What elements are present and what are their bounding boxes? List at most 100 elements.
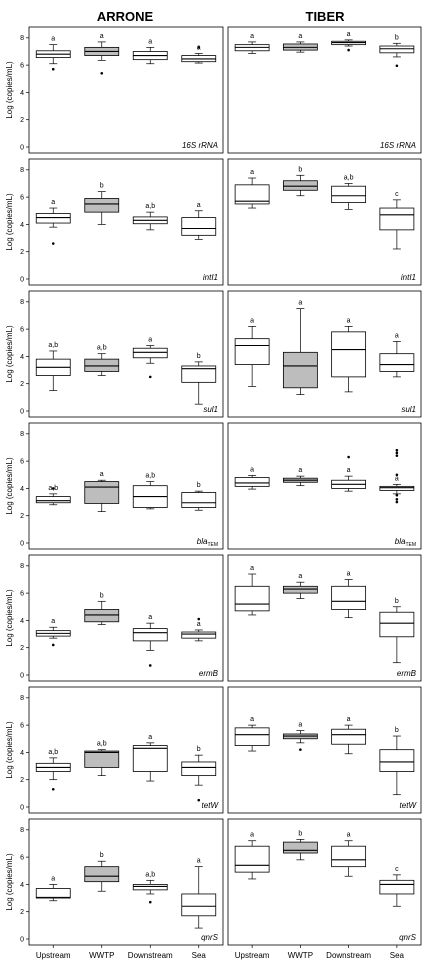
outlier-point: [100, 72, 104, 75]
iqr-box: [132, 745, 168, 772]
box-downstream: a: [132, 38, 168, 65]
y-tick-label: 0: [20, 804, 24, 811]
y-axis-label: Log (copies/mL): [5, 325, 14, 383]
y-tick-label: 4: [20, 90, 24, 97]
y-tick-label: 4: [20, 486, 24, 493]
x-tick-label: WWTP: [288, 951, 313, 960]
x-tick-label: Sea: [192, 951, 207, 960]
y-tick-label: 2: [20, 645, 24, 652]
box-upstream: a: [35, 36, 71, 71]
significance-letter: a,b: [48, 342, 58, 349]
iqr-box: [331, 185, 367, 203]
significance-letter: a: [395, 332, 399, 339]
iqr-box: [132, 347, 168, 359]
y-tick-label: 6: [20, 327, 24, 334]
iqr-box: [282, 180, 318, 191]
y-axis-label: Log (copies/mL): [5, 193, 14, 251]
iqr-box: [84, 481, 120, 504]
x-tick-label: Upstream: [235, 951, 270, 960]
box-wwtp: b: [84, 852, 120, 892]
y-tick-label: 4: [20, 222, 24, 229]
outlier-point: [395, 64, 399, 68]
iqr-box: [379, 749, 415, 772]
gene-label: sul1: [401, 405, 416, 414]
y-tick-label: 8: [20, 299, 24, 306]
significance-letter: c: [395, 191, 399, 198]
outlier-point: [395, 500, 399, 504]
y-tick-label: 2: [20, 249, 24, 256]
outlier-point: [395, 498, 399, 501]
panel-arrone-inti1: 0 2 4 6 8 a b a,b a intI1: [20, 158, 224, 286]
significance-letter: a: [250, 169, 254, 176]
iqr-box: [181, 631, 217, 639]
outlier-point: [395, 451, 399, 455]
panel-frame: [227, 158, 422, 286]
panel-tiber-bla: a a a a blaTEM: [227, 422, 422, 550]
y-tick-label: 8: [20, 827, 24, 834]
iqr-box: [331, 331, 367, 378]
outlier-point: [347, 455, 350, 459]
iqr-box: [181, 492, 217, 508]
significance-letter: b: [395, 598, 399, 605]
box-sea: b: [181, 353, 217, 405]
significance-letter: a: [148, 614, 152, 621]
outlier-point: [395, 448, 399, 452]
gene-label: blaTEM: [197, 537, 218, 548]
box-downstream: a: [331, 317, 367, 393]
y-tick-label: 8: [20, 167, 24, 174]
outlier-point: [347, 48, 350, 52]
box-wwtp: a: [84, 33, 120, 75]
panel-arrone-qnrs: 0 2 4 6 8 a b a,b a qnrS: [20, 818, 224, 946]
significance-letter: a: [347, 832, 351, 839]
significance-letter: b: [197, 353, 201, 360]
iqr-box: [35, 888, 71, 899]
y-axis-label: Log (copies/mL): [5, 589, 14, 647]
panel-frame: [28, 422, 224, 550]
y-tick-label: 6: [20, 723, 24, 730]
box-sea: a: [379, 448, 415, 504]
y-tick-label: 0: [20, 936, 24, 943]
panel-frame: [28, 686, 224, 814]
iqr-box: [379, 879, 415, 895]
box-sea: b: [181, 482, 217, 511]
significance-letter: a: [100, 471, 104, 478]
iqr-box: [234, 585, 270, 612]
box-wwtp: a,b: [84, 345, 120, 376]
y-tick-label: 8: [20, 35, 24, 42]
iqr-box: [282, 841, 318, 854]
y-tick-label: 8: [20, 563, 24, 570]
box-sea: a: [181, 45, 217, 64]
significance-letter: c: [395, 866, 399, 873]
significance-letter: b: [100, 592, 104, 599]
box-sea: b: [379, 34, 415, 68]
iqr-box: [282, 351, 318, 389]
significance-letter: a: [250, 716, 254, 723]
significance-letter: a: [51, 36, 55, 43]
iqr-box: [331, 845, 367, 868]
gene-label: ermB: [397, 669, 417, 678]
panel-tiber-qnrs: a b a c qnrS: [227, 818, 422, 946]
box-wwtp: b: [282, 166, 318, 197]
significance-letter: a: [347, 716, 351, 723]
outlier-point: [51, 787, 55, 791]
iqr-box: [84, 198, 120, 213]
y-tick-label: 4: [20, 882, 24, 889]
iqr-box: [132, 884, 168, 891]
box-upstream: a: [234, 832, 270, 880]
significance-letter: a: [51, 199, 55, 206]
box-upstream: a: [35, 875, 71, 902]
outlier-point: [395, 473, 399, 477]
significance-letter: a: [197, 202, 201, 209]
significance-letter: a: [250, 33, 254, 40]
box-upstream: a,b: [35, 749, 71, 791]
box-downstream: a: [132, 734, 168, 782]
outlier-point: [51, 242, 55, 245]
panel-frame: [28, 26, 224, 154]
significance-letter: a: [347, 317, 351, 324]
box-downstream: a,b: [132, 871, 168, 904]
iqr-box: [84, 358, 120, 372]
significance-letter: a: [197, 621, 201, 628]
significance-letter: a: [347, 467, 351, 474]
x-tick-label: Downstream: [128, 951, 173, 960]
box-wwtp: a: [84, 471, 120, 512]
